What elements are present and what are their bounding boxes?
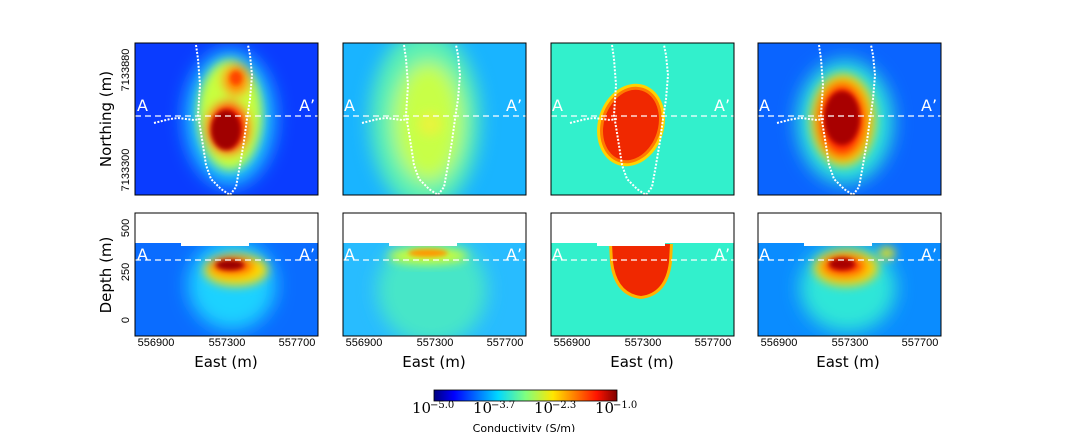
x-axis-label: East (m): [610, 353, 673, 371]
section-1-label-a: A: [137, 245, 148, 264]
x-tick-557300: 557300: [209, 337, 246, 349]
colorbar-tick-exponent: −3.7: [491, 400, 515, 411]
plan-panel-2: [343, 43, 526, 195]
section-y-axis-label: Depth (m): [97, 237, 115, 314]
colorbar-label: Conductivity (S/m): [473, 422, 576, 432]
x-axis-label: East (m): [194, 353, 257, 371]
section-panel-2: [343, 213, 526, 336]
plan-1-label-a: A: [137, 96, 148, 115]
x-tick-557700: 557700: [695, 337, 732, 349]
colorbar-tick-base: 10: [412, 399, 431, 417]
section-panel-1: [135, 213, 318, 336]
section-1-label-a-prime: A’: [299, 245, 315, 264]
plan-3-body: [603, 89, 659, 161]
colorbar-gradient: [433, 389, 618, 402]
x-tick-557300: 557300: [832, 337, 869, 349]
x-axis-label: East (m): [816, 353, 879, 371]
plan-2-label-a-prime: A’: [506, 96, 522, 115]
plan-1-frame: [134, 42, 319, 196]
colorbar: 10 −5.0 10 −3.7 10 −2.3 10 −1.0 Conducti…: [412, 389, 637, 432]
colorbar-tick-exponent: −1.0: [613, 400, 637, 411]
section-3-label-a: A: [552, 245, 563, 264]
x-tick-556900: 556900: [761, 337, 798, 349]
section-3-label-a-prime: A’: [714, 245, 730, 264]
plan-3-label-a-prime: A’: [714, 96, 730, 115]
x-tick-557300: 557300: [417, 337, 454, 349]
plan-4-label-a: A: [759, 96, 770, 115]
plan-2-max: [418, 112, 442, 136]
plan-4-frame: [757, 42, 942, 196]
section-4-label-a: A: [759, 245, 770, 264]
plan-y-axis-label: Northing (m): [97, 71, 115, 167]
plan-4-label-a-prime: A’: [921, 96, 937, 115]
section-panel-4: [758, 213, 941, 336]
x-tick-557700: 557700: [487, 337, 524, 349]
colorbar-tick-exponent: −2.3: [552, 400, 576, 411]
plan-y-tick-7133300: 7133300: [120, 149, 132, 192]
colorbar-tick-base: 10: [534, 399, 553, 417]
section-3-body: [612, 244, 670, 296]
plan-panel-4: [758, 43, 941, 195]
plan-4-core-max: [824, 91, 860, 145]
colorbar-tick-3: 10 −2.3: [534, 399, 576, 417]
section-4-core-max: [829, 258, 855, 270]
x-tick-556900: 556900: [138, 337, 175, 349]
section-y-tick-0: 0: [120, 317, 132, 323]
section-y-tick-250: 250: [120, 263, 132, 281]
section-panel-3: [551, 213, 734, 336]
plan-1-upper-core: [230, 71, 242, 85]
plan-panel-3: [551, 43, 734, 195]
x-axis-col-1: 556900 557300 557700 East (m): [138, 337, 316, 371]
plan-3-frame: [550, 42, 735, 196]
x-tick-556900: 556900: [554, 337, 591, 349]
section-2-core: [408, 249, 448, 257]
plan-2-label-a: A: [344, 96, 355, 115]
colorbar-tick-2: 10 −3.7: [473, 399, 515, 417]
section-3-frame: [550, 212, 735, 337]
x-axis-col-3: 556900 557300 557700 East (m): [554, 337, 732, 371]
plan-2-frame: [342, 42, 527, 196]
plan-3-label-a: A: [552, 96, 563, 115]
plan-1-label-a-prime: A’: [299, 96, 315, 115]
section-4-topography: [758, 213, 941, 246]
x-tick-556900: 556900: [346, 337, 383, 349]
section-2-frame: [342, 212, 527, 337]
section-1-frame: [134, 212, 319, 337]
section-4-east-body: [879, 247, 895, 259]
section-1-core-max: [216, 260, 244, 270]
x-tick-557300: 557300: [625, 337, 662, 349]
section-4-frame: [757, 212, 942, 337]
section-2-topography: [343, 213, 526, 246]
plan-panel-1: [135, 43, 318, 195]
section-1-topography: [135, 213, 318, 246]
x-tick-557700: 557700: [902, 337, 939, 349]
plan-y-tick-7133880: 7133880: [120, 49, 132, 92]
plan-1-core-max: [211, 110, 241, 150]
x-tick-557700: 557700: [279, 337, 316, 349]
section-2-label-a-prime: A’: [506, 245, 522, 264]
section-4-label-a-prime: A’: [921, 245, 937, 264]
section-y-tick-500: 500: [120, 219, 132, 237]
colorbar-tick-4: 10 −1.0: [595, 399, 637, 417]
x-axis-col-4: 556900 557300 557700 East (m): [761, 337, 939, 371]
colorbar-tick-base: 10: [473, 399, 492, 417]
colorbar-tick-exponent: −5.0: [430, 400, 454, 411]
section-3-topography: [551, 213, 734, 246]
x-axis-label: East (m): [402, 353, 465, 371]
x-axis-col-2: 556900 557300 557700 East (m): [346, 337, 524, 371]
colorbar-tick-base: 10: [595, 399, 614, 417]
section-2-label-a: A: [344, 245, 355, 264]
colorbar-tick-1: 10 −5.0: [412, 399, 454, 417]
